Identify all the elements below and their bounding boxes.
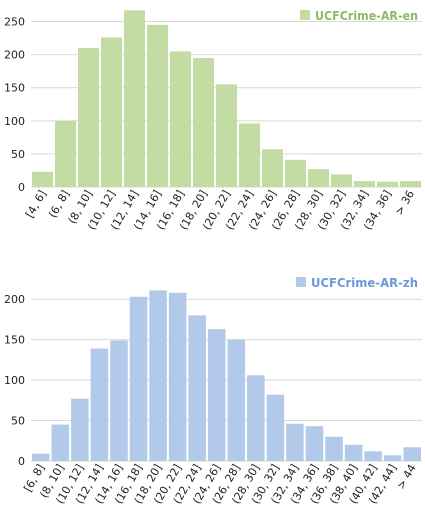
bar [170,51,191,188]
bar [147,24,168,187]
bar [32,453,50,461]
y-tick-label: 0 [18,181,25,194]
bar [32,171,53,187]
bar [308,169,329,187]
histogram-ucfcrime-ar-zh: 0 50 100 150 200 [6, 8] (8, 10] (10, 12] (12, 14… [0,257,425,514]
bar [400,181,421,187]
x-tick-label: [4, 6] [23,188,49,220]
bar [239,123,260,187]
x-tick-label: > 36 [392,188,417,218]
y-tick-label: 100 [4,374,25,387]
bar [262,149,283,187]
legend-swatch [300,10,310,20]
bar [377,181,398,187]
bar [266,394,285,461]
y-tick-label: 0 [18,455,25,468]
legend-label: UCFCrime-AR-en [315,9,418,23]
bar [71,398,89,461]
y-tick-label: 50 [11,415,25,428]
y-tick-label: 100 [4,115,25,128]
legend-label: UCFCrime-AR-zh [311,276,418,290]
bar [227,339,246,461]
bar [110,340,128,461]
bar [168,292,187,461]
bar [331,174,352,187]
bar [149,290,167,461]
bar [383,455,402,461]
bar [78,48,99,187]
bar [124,10,145,188]
legend-swatch [296,277,306,287]
bar [305,426,324,461]
bar [90,348,109,461]
bar [286,423,304,461]
bar [193,57,214,188]
bar [207,329,226,461]
bar [51,424,70,461]
histogram-ucfcrime-ar-en: 0 50 100 150 200 250 [4, 6] (6, 8] (8, 10] (10, 1… [0,0,425,257]
y-tick-label: 150 [4,82,25,95]
bar [55,120,76,187]
bar [325,436,343,461]
bar [216,84,237,187]
x-tick-label: > 44 [394,462,419,492]
bar [354,181,375,187]
bar [129,296,148,461]
y-tick-label: 250 [4,16,25,29]
bar [101,37,122,187]
bar [403,447,421,461]
bar [285,159,306,187]
bar [344,444,363,461]
y-tick-label: 50 [11,148,25,161]
y-tick-label: 150 [4,334,25,347]
bar [188,315,206,461]
y-tick-label: 200 [4,293,25,306]
bar [364,451,382,461]
bar [247,375,265,461]
y-tick-label: 200 [4,49,25,62]
